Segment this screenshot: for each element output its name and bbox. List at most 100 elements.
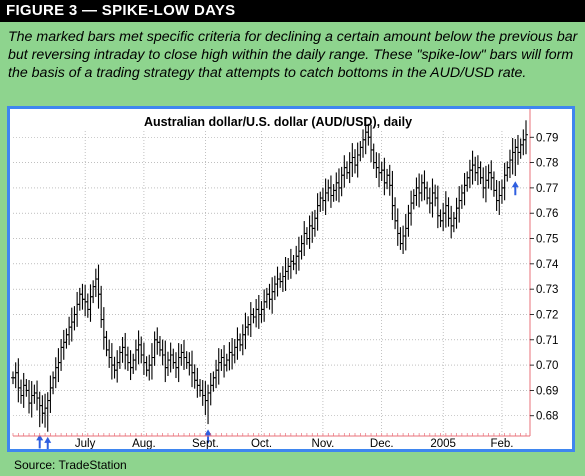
ohlc-bar — [56, 348, 61, 383]
x-tick-label: Aug. — [132, 438, 156, 449]
ohlc-bar — [331, 184, 336, 202]
y-tick-label: 0.79 — [536, 132, 558, 144]
bars-layer — [11, 117, 528, 432]
ohlc-bar — [262, 289, 267, 322]
ohlc-bar — [96, 264, 101, 309]
ohlc-bar — [353, 149, 357, 174]
ohlc-bar — [374, 152, 379, 179]
ohlc-bar — [216, 348, 221, 385]
y-tick-label: 0.74 — [536, 259, 559, 271]
ohlc-bar — [64, 328, 69, 349]
ohlc-bar — [483, 165, 488, 203]
ohlc-bar — [395, 208, 400, 246]
y-tick-label: 0.75 — [536, 234, 558, 246]
ohlc-bar — [515, 134, 520, 165]
ohlc-bar — [53, 357, 58, 389]
ohlc-bar — [163, 340, 168, 383]
ohlc-bar — [315, 193, 320, 231]
arrow-head — [511, 181, 519, 188]
chart-title: Australian dollar/U.S. dollar (AUD/USD),… — [144, 115, 412, 129]
ohlc-bar — [264, 287, 269, 309]
ohlc-bar — [320, 187, 325, 211]
ohlc-bar — [497, 181, 502, 215]
spike-low-arrow — [44, 436, 52, 449]
ohlc-bar — [393, 197, 398, 230]
ohlc-bar — [67, 316, 72, 346]
ohlc-bar — [133, 339, 138, 371]
x-tick-label: Dec. — [370, 438, 394, 449]
ohlc-bar — [398, 227, 403, 250]
ohlc-bar — [467, 159, 472, 189]
ohlc-bar — [328, 175, 333, 208]
ohlc-bar — [83, 284, 88, 317]
arrow-head — [204, 429, 212, 436]
figure-caption: The marked bars met specific criteria fo… — [8, 29, 578, 81]
ohlc-bar — [336, 168, 341, 203]
ohlc-bar — [256, 294, 261, 329]
ohlc-bar — [120, 337, 125, 363]
ohlc-bar — [107, 339, 112, 368]
ohlc-bar — [344, 161, 349, 180]
x-tick-label: Feb. — [490, 438, 513, 449]
ohlc-bar — [406, 204, 411, 237]
ohlc-bar — [131, 353, 136, 374]
ohlc-bar — [470, 150, 475, 185]
y-tick-label: 0.70 — [536, 360, 558, 372]
ohlc-bar — [430, 178, 435, 218]
ohlc-bar — [104, 330, 109, 357]
x-tick-label: Nov. — [312, 438, 335, 449]
ohlc-bar — [427, 187, 432, 214]
ohlc-bar — [513, 139, 518, 176]
y-tick-label: 0.69 — [536, 385, 558, 397]
ohlc-bar — [222, 345, 227, 378]
ohlc-bar — [443, 191, 448, 228]
ohlc-bar — [446, 197, 451, 227]
ohlc-bar — [203, 381, 208, 415]
spike-low-arrow — [36, 434, 44, 449]
ohlc-bar — [425, 181, 430, 205]
ohlc-bar — [491, 171, 496, 197]
ohlc-bar — [494, 180, 499, 211]
ohlc-bar — [304, 227, 309, 245]
ohlc-bar — [192, 364, 197, 389]
ohlc-bar — [187, 352, 192, 376]
x-tick-label: July — [75, 438, 96, 449]
ohlc-bar — [101, 307, 106, 350]
ohlc-bar — [505, 161, 510, 182]
ohlc-bar — [227, 342, 232, 371]
arrow-head — [44, 436, 52, 443]
ohlc-bar — [259, 301, 264, 323]
ohlc-bar — [165, 351, 170, 376]
ohlc-bar — [371, 143, 376, 169]
ohlc-bar — [61, 329, 66, 360]
ohlc-bar — [510, 138, 515, 175]
ohlc-bar — [473, 156, 478, 182]
ohlc-bar — [35, 380, 40, 411]
y-tick-label: 0.68 — [536, 411, 558, 423]
ohlc-bar — [125, 346, 130, 371]
y-tick-label: 0.78 — [536, 158, 558, 170]
ohlc-bar — [318, 191, 323, 212]
ohlc-bar — [123, 332, 128, 370]
ohlc-bar — [302, 221, 307, 256]
ohlc-bar — [195, 367, 200, 398]
ohlc-bar — [272, 275, 277, 301]
ohlc-bar — [182, 340, 186, 370]
ohlc-bar — [230, 338, 235, 370]
ohlc-bar — [144, 356, 149, 377]
ohlc-bar — [149, 343, 154, 380]
ohlc-bar — [307, 215, 312, 249]
ohlc-bar — [382, 157, 387, 196]
ohlc-bar — [248, 302, 253, 338]
ohlc-bar — [99, 285, 104, 328]
ohlc-bar — [385, 168, 390, 190]
ohlc-chart: 0.68 0.69 0.70 0.71 0.72 0.73 0.74 0.75 0.76 0.77… — [11, 109, 559, 449]
ohlc-bar — [451, 211, 456, 233]
ohlc-bar — [117, 346, 122, 369]
ohlc-bar — [323, 178, 328, 215]
ohlc-bar — [109, 343, 114, 380]
ohlc-bar — [184, 351, 189, 369]
ohlc-bar — [310, 211, 315, 243]
ohlc-bar — [296, 236, 301, 271]
ohlc-bar — [347, 152, 352, 184]
